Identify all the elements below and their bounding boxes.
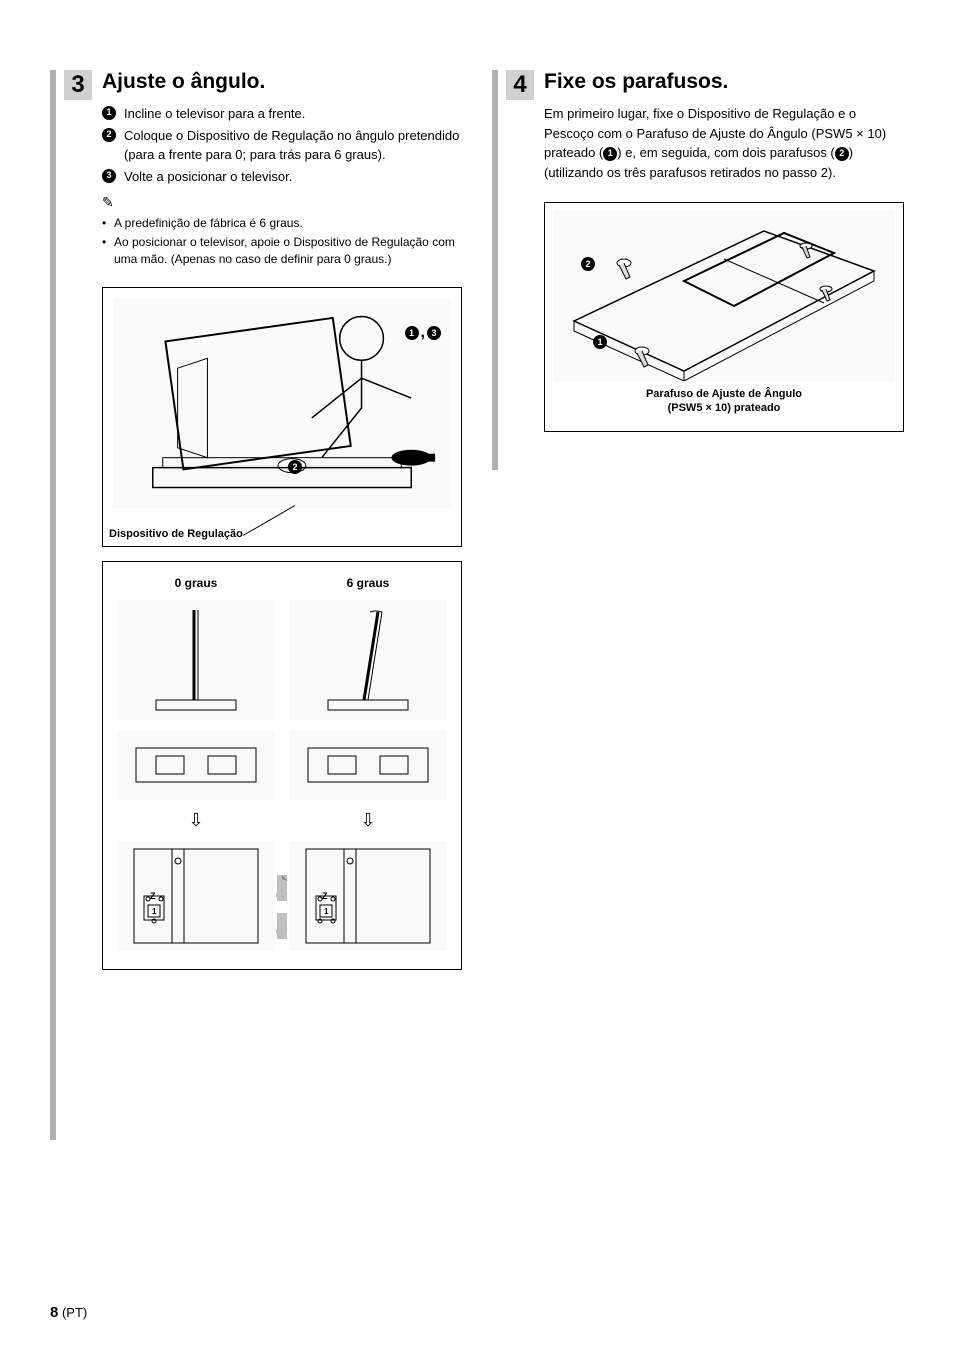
angle-head-6: 6 graus [289,576,447,590]
substep-1-text: Incline o televisor para a frente. [124,106,305,121]
tv-tilt-svg [113,298,451,508]
substep-2-text: Coloque o Dispositivo de Regulação no ân… [124,128,459,163]
circled-2-icon: 2 [288,460,302,474]
svg-text:Z: Z [150,891,156,901]
circled-2-icon: 2 [102,128,116,142]
step3-content: Ajuste o ângulo. 1 Incline o televisor p… [102,70,462,970]
substep-3-text: Volte a posicionar o televisor. [124,169,292,184]
callout-2: 2 [288,458,302,476]
leader-line [243,505,295,536]
angle-0-top [117,730,275,800]
step3-substeps: 1 Incline o televisor para a frente. 2 C… [102,104,462,186]
step4-content: Fixe os parafusos. Em primeiro lugar, fi… [544,70,904,432]
step3-figure-angles: 0 graus 6 graus ⇩ ⇩ [102,561,462,970]
step4-fig-caption: Parafuso de Ajuste de Ângulo (PSW5 × 10)… [553,387,895,416]
page-footer: 8 (PT) [50,1304,87,1321]
step4-paragraph: Em primeiro lugar, fixe o Dispositivo de… [544,104,904,182]
circled-1-icon: 1 [593,335,607,349]
note-1: A predefinição de fábrica é 6 graus. [102,215,462,232]
circled-2-icon: 2 [581,257,595,271]
down-arrow-left: ⇩ [117,810,275,831]
circled-3-icon: 3 [102,169,116,183]
note-icon: ✎ [102,194,462,211]
screw-illustration [553,211,895,381]
fig4-callout-1: 1 [593,333,607,351]
circled-1-icon: 1 [405,326,419,340]
sidebar-stripe-left [50,70,56,1140]
column-right: 4 Fixe os parafusos. Em primeiro lugar, … [492,70,904,970]
column-left: 3 Ajuste o ângulo. 1 Incline o televisor… [50,70,462,970]
angle-6-top [289,730,447,800]
page-lang: (PT) [62,1305,87,1320]
angle-indicator-icon [270,873,294,943]
caption-line1: Parafuso de Ajuste de Ângulo [646,388,802,400]
angle-0-detail: Z 1 [117,841,275,951]
substep-2: 2 Coloque o Dispositivo de Regulação no … [102,126,462,165]
page-number: 8 [50,1304,58,1321]
substep-3: 3 Volte a posicionar o televisor. [102,167,462,187]
fig4-callout-2: 2 [581,255,595,273]
note-2: Ao posicionar o televisor, apoie o Dispo… [102,234,462,268]
down-arrow-right: ⇩ [289,810,447,831]
step4-figure: 2 1 Parafuso de Ajuste de Ângulo (PSW5 ×… [544,202,904,432]
step3-title: Ajuste o ângulo. [102,70,462,94]
step-number-4: 4 [506,70,534,100]
step4-para-b: ) e, em seguida, com dois parafusos ( [617,145,835,160]
callout-1-3: 1,3 [405,324,441,342]
tv-tilt-illustration [113,298,451,508]
circled-1-icon: 1 [603,147,617,161]
angle-0-side [117,600,275,720]
angle-6-side [289,600,447,720]
circled-2-icon: 2 [835,147,849,161]
step3-figure-main: 1,3 2 Dispositivo de Regulação [102,287,462,547]
svg-text:1: 1 [152,907,157,916]
page-columns: 3 Ajuste o ângulo. 1 Incline o televisor… [50,70,904,970]
sidebar-stripe-right [492,70,498,470]
step-number-3: 3 [64,70,92,100]
svg-text:Z: Z [322,891,328,901]
caption-line2: (PSW5 × 10) prateado [668,402,781,414]
step4-title: Fixe os parafusos. [544,70,904,94]
screw-svg [553,211,895,381]
substep-1: 1 Incline o televisor para a frente. [102,104,462,124]
svg-text:1: 1 [324,907,329,916]
angle-head-0: 0 graus [117,576,275,590]
circled-3-icon: 3 [427,326,441,340]
circled-1-icon: 1 [102,106,116,120]
fig1-label: Dispositivo de Regulação [109,528,243,540]
angle-6-detail: Z 1 [289,841,447,951]
step3-notes: A predefinição de fábrica é 6 graus. Ao … [102,215,462,267]
